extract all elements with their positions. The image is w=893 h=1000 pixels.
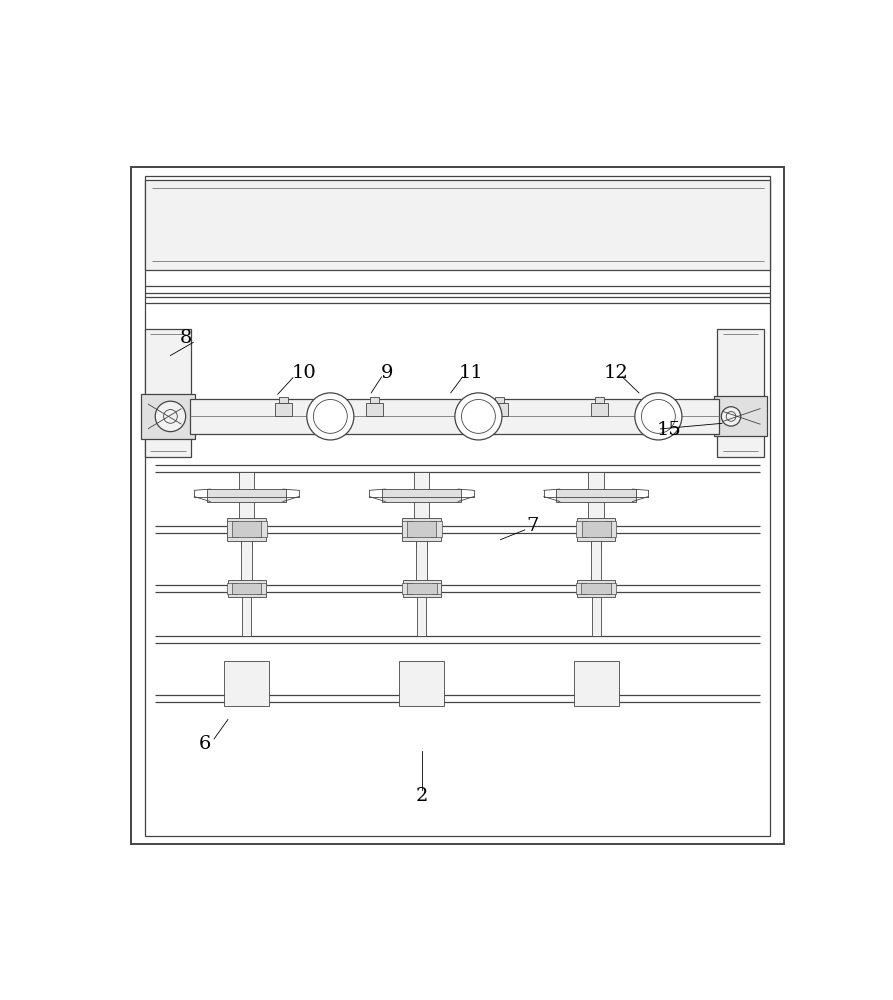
Bar	[207, 489, 287, 502]
Bar	[581, 583, 611, 594]
Circle shape	[641, 399, 675, 433]
Bar	[402, 518, 441, 541]
Text: 6: 6	[199, 735, 212, 753]
Bar	[145, 329, 191, 457]
Text: 12: 12	[604, 364, 629, 382]
Bar	[717, 329, 764, 457]
Bar	[577, 580, 615, 597]
Bar	[495, 397, 504, 403]
Bar	[241, 533, 252, 547]
Text: 9: 9	[380, 364, 393, 382]
Bar	[279, 397, 288, 403]
Bar	[231, 583, 262, 594]
Bar	[576, 583, 586, 594]
Bar	[228, 580, 265, 597]
Bar	[241, 526, 252, 592]
Bar	[714, 396, 767, 436]
Bar	[402, 521, 413, 537]
Text: 15: 15	[656, 421, 681, 439]
Bar	[591, 533, 601, 547]
Circle shape	[635, 393, 682, 440]
Bar	[255, 521, 267, 537]
Circle shape	[313, 399, 347, 433]
Circle shape	[722, 407, 740, 426]
Bar	[596, 397, 604, 403]
Bar	[591, 592, 601, 636]
Circle shape	[455, 393, 502, 440]
Text: 11: 11	[458, 364, 483, 382]
Bar	[581, 521, 611, 537]
Bar	[239, 472, 255, 533]
Bar	[382, 489, 462, 502]
Bar	[576, 521, 587, 537]
Circle shape	[307, 393, 354, 440]
Bar	[577, 518, 615, 541]
Bar	[275, 403, 292, 416]
Bar	[403, 580, 441, 597]
Bar	[407, 583, 437, 594]
Bar	[556, 489, 636, 502]
Bar	[224, 661, 269, 706]
Bar	[256, 583, 266, 594]
Bar	[417, 592, 426, 636]
Bar	[416, 526, 427, 592]
Circle shape	[155, 401, 186, 432]
Bar	[145, 180, 771, 270]
Circle shape	[462, 399, 496, 433]
Bar	[591, 526, 601, 592]
Bar	[490, 403, 508, 416]
Bar	[605, 521, 616, 537]
Bar	[414, 472, 430, 533]
Bar	[366, 403, 383, 416]
Bar	[416, 533, 427, 547]
Bar	[606, 583, 616, 594]
Bar	[141, 394, 195, 439]
Bar	[430, 521, 442, 537]
Bar	[588, 472, 604, 533]
Bar	[227, 518, 266, 541]
Bar	[227, 521, 238, 537]
Bar	[407, 521, 436, 537]
Text: 7: 7	[526, 517, 538, 535]
Bar	[591, 403, 608, 416]
Bar	[371, 397, 379, 403]
Bar	[232, 521, 261, 537]
Text: 2: 2	[415, 787, 428, 805]
Bar	[573, 661, 619, 706]
Bar	[242, 592, 251, 636]
Bar	[431, 583, 441, 594]
Bar	[227, 583, 237, 594]
Bar	[190, 399, 719, 434]
Text: 8: 8	[179, 329, 192, 347]
Bar	[402, 583, 412, 594]
Bar	[399, 661, 444, 706]
Text: 10: 10	[292, 364, 316, 382]
